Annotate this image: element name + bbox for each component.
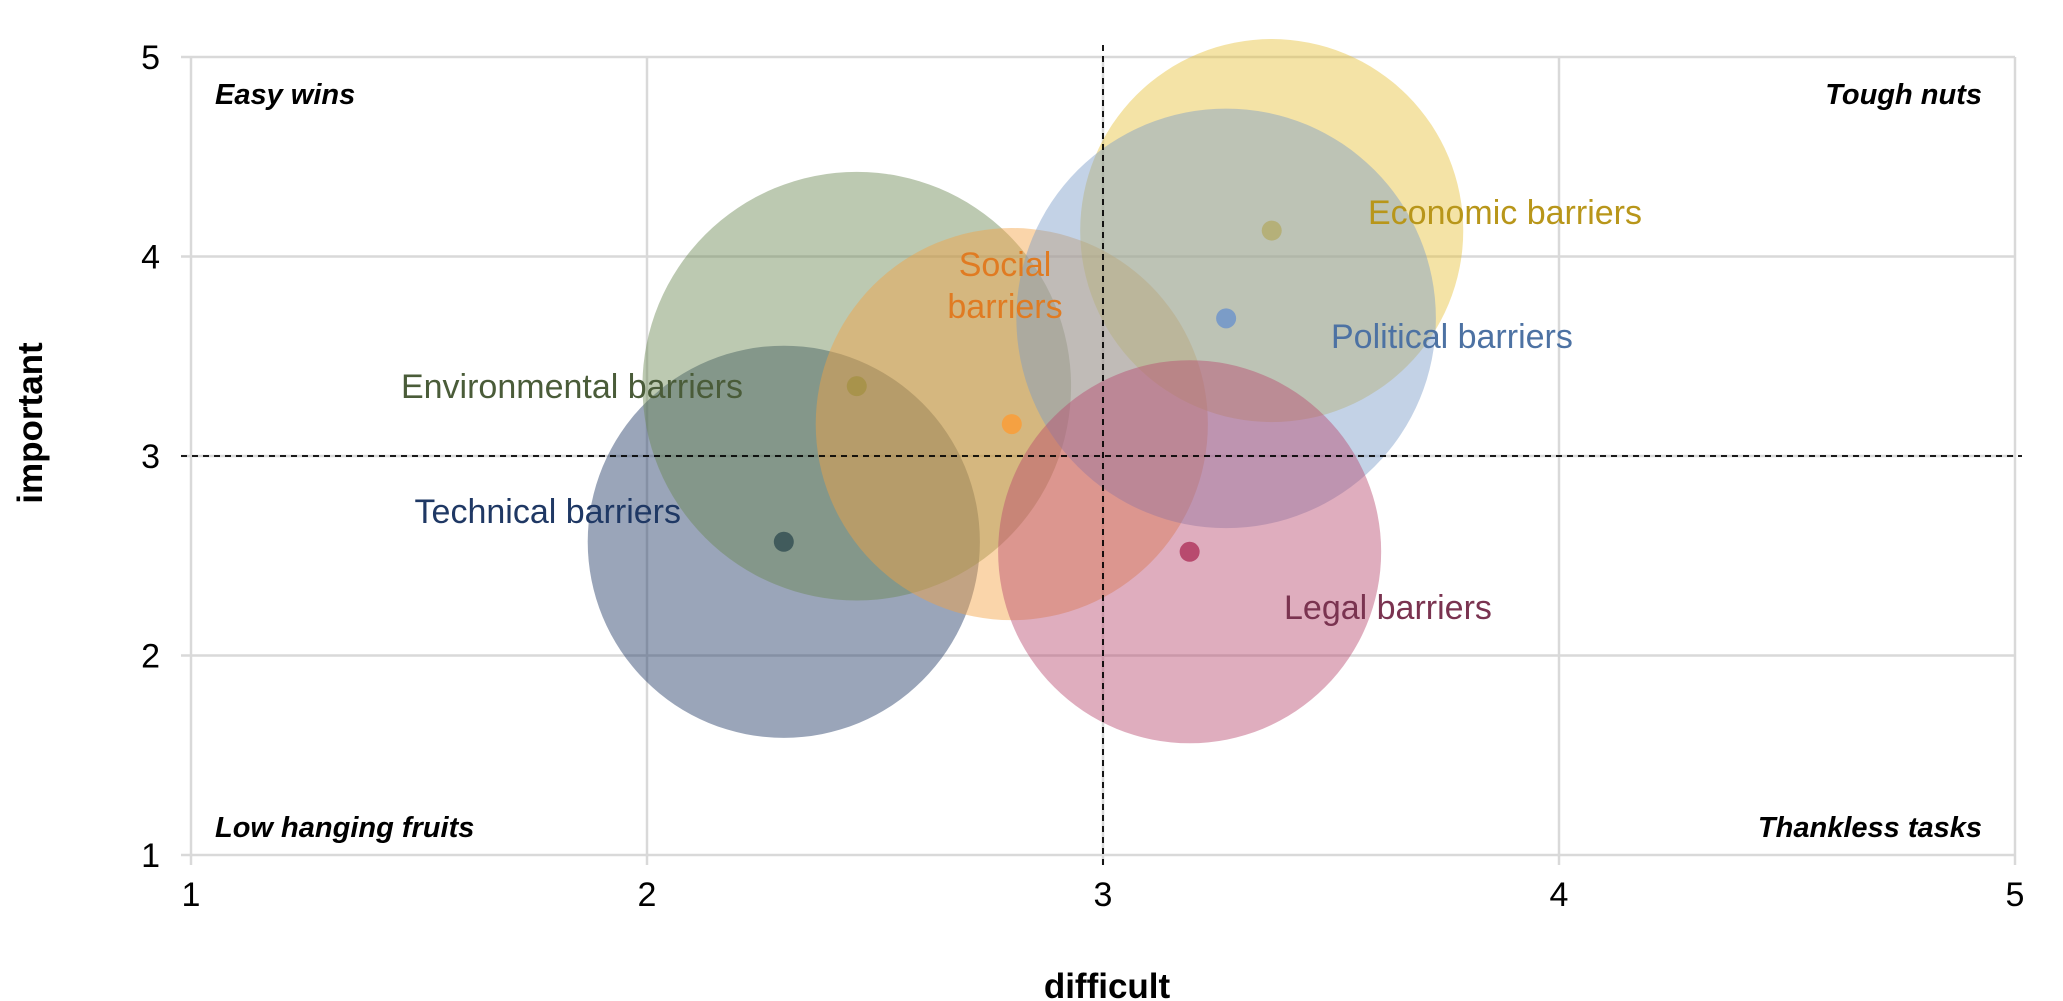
label-political-barriers: Political barriers — [1331, 318, 1573, 356]
point-economic-barriers — [1261, 220, 1282, 241]
series-labels: Technical barriers Environmental barrier… — [401, 194, 1642, 627]
label-environmental-barriers: Environmental barriers — [401, 368, 743, 406]
reference-lines — [181, 45, 2022, 867]
y-tick-label-5: 5 — [141, 39, 160, 77]
x-tick-label-3: 3 — [1094, 876, 1113, 914]
label-legal-barriers: Legal barriers — [1284, 589, 1492, 627]
label-social-barriers: Social barriers — [947, 246, 1062, 326]
quadrant-top-right-label: Tough nuts — [1825, 79, 1982, 111]
x-axis-title: difficult — [1044, 967, 1171, 1001]
y-axis-title: important — [11, 342, 50, 504]
point-technical-barriers — [773, 531, 794, 552]
point-legal-barriers — [1179, 541, 1200, 562]
tick-labels: 1 2 3 4 5 1 2 3 4 5 — [141, 39, 2024, 914]
x-tick-label-5: 5 — [2006, 876, 2025, 914]
y-tick-label-2: 2 — [141, 638, 160, 676]
x-tick-label-1: 1 — [182, 876, 201, 914]
quadrant-top-left-label: Easy wins — [215, 79, 355, 111]
label-social-line-1: Social — [959, 246, 1052, 284]
point-environmental-barriers — [846, 376, 867, 397]
y-tick-label-3: 3 — [141, 438, 160, 476]
label-social-line-2: barriers — [947, 288, 1062, 326]
quadrant-bottom-left-label: Low hanging fruits — [215, 812, 474, 844]
quadrant-bottom-right-label: Thankless tasks — [1758, 812, 1982, 844]
label-technical-barriers: Technical barriers — [415, 493, 681, 531]
bubbles — [587, 39, 1464, 744]
label-economic-barriers: Economic barriers — [1368, 194, 1642, 232]
point-social-barriers — [1001, 414, 1022, 435]
point-political-barriers — [1216, 308, 1237, 329]
y-tick-label-1: 1 — [141, 837, 160, 875]
x-tick-label-4: 4 — [1550, 876, 1569, 914]
y-tick-label-4: 4 — [141, 239, 160, 277]
x-tick-label-2: 2 — [638, 876, 657, 914]
